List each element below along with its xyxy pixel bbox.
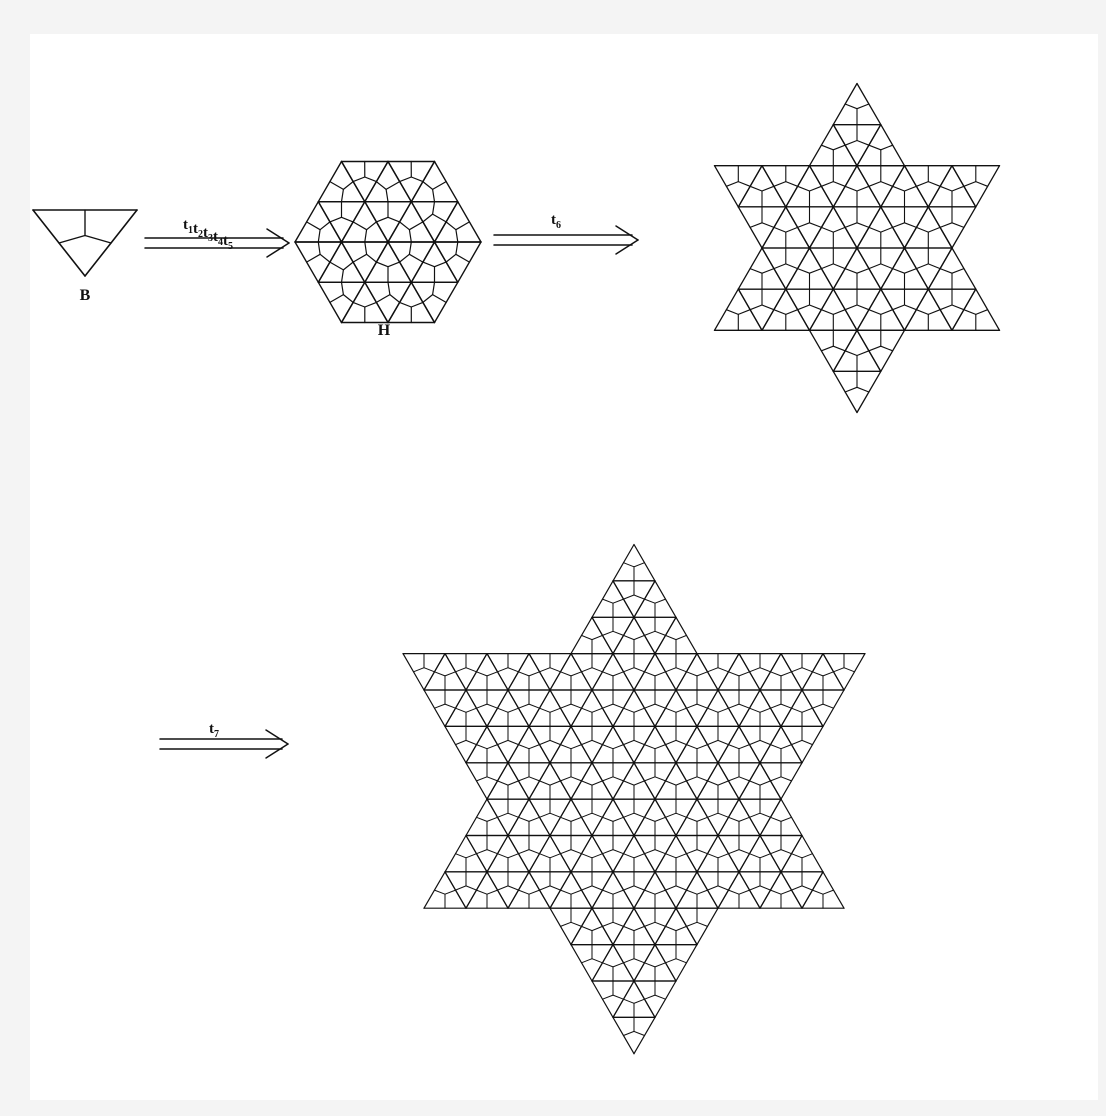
hexagram-tiling-level-6 [713, 82, 1001, 414]
arrow-label-subscript: 7 [214, 729, 219, 740]
arrow-label-subscript: 3 [208, 233, 213, 244]
hexagram-tiling-level-7 [402, 543, 866, 1055]
arrow-label-t7: t7 [209, 721, 219, 740]
arrow-label-subscript: 4 [218, 237, 223, 248]
arrow-label-subscript: 5 [228, 241, 233, 252]
substitution-arrows [144, 225, 639, 759]
arrow-label-main: t [183, 217, 188, 233]
figure-canvas [30, 34, 1098, 1100]
arrow-label-main: t [213, 229, 218, 245]
arrow-label-main: t [193, 221, 198, 237]
arrow-label-main: t [223, 233, 228, 249]
arrow-label-subscript: 6 [556, 220, 561, 231]
arrow-label-subscript: 2 [198, 229, 203, 240]
label-hexagon-tile: H [378, 322, 391, 339]
arrow-label-t6: t6 [551, 212, 561, 231]
arrow-label-t1-t5: t1t2t3t4t5 [183, 217, 233, 252]
hexagon-tile-h [294, 160, 482, 324]
arrow-label-main: t [551, 212, 556, 228]
arrow-label-main: t [209, 721, 214, 737]
label-base-tile: B [80, 287, 91, 304]
arrow-label-subscript: 1 [188, 225, 193, 236]
base-tile-triangle [32, 209, 138, 277]
arrow-label-main: t [203, 225, 208, 241]
